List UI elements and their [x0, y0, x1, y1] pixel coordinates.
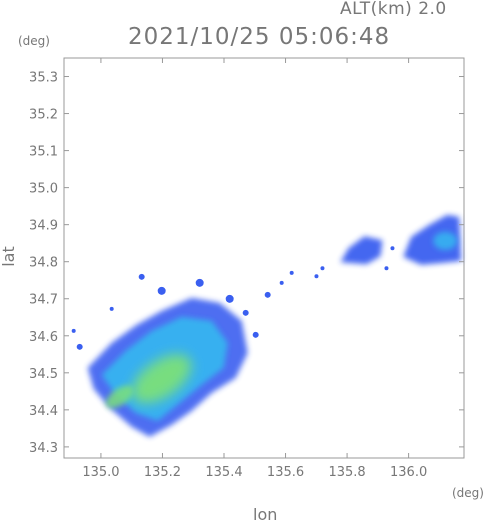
echo-southwest-core-tail: [105, 385, 134, 409]
y-tick-label: 34.7: [29, 293, 58, 308]
echo-speck: [384, 266, 389, 271]
y-tick-label: 35.2: [29, 108, 58, 123]
echo-central-outer: [340, 236, 383, 265]
x-axis-unit: (deg): [452, 486, 484, 500]
echo-speck: [225, 294, 234, 303]
y-tick-label: 35.0: [29, 182, 58, 197]
echo-speck: [71, 328, 76, 333]
echo-speck: [320, 266, 325, 271]
echo-speck: [76, 343, 83, 350]
echo-speck: [289, 270, 294, 275]
x-tick-label: 135.4: [205, 465, 242, 480]
x-tick-label: 135.0: [82, 465, 119, 480]
y-tick-label: 35.3: [29, 71, 58, 86]
echo-northeast-outer: [403, 214, 462, 265]
x-tick-label: 135.2: [144, 465, 181, 480]
echo-speck: [279, 280, 284, 285]
echo-speck: [157, 286, 166, 295]
x-tick-label: 136.0: [390, 465, 427, 480]
echo-speck: [138, 273, 145, 280]
echo-southwest-core: [131, 354, 192, 404]
datetime-title: 2021/10/25 05:06:48: [128, 24, 391, 50]
y-tick-label: 34.6: [29, 330, 58, 345]
y-tick-label: 34.5: [29, 367, 58, 382]
x-axis-label: lon: [253, 505, 278, 524]
y-tick-label: 34.9: [29, 219, 58, 234]
altitude-label: ALT(km) 2.0: [340, 0, 447, 19]
echo-speck: [390, 246, 395, 251]
echo-northeast-inner: [433, 231, 458, 250]
echo-speck: [109, 306, 114, 311]
echo-speck: [252, 331, 259, 338]
echo-speck: [264, 291, 271, 298]
echo-speck: [242, 309, 249, 316]
plot-frame: [63, 57, 465, 459]
axis-ticks: 135.0 135.2 135.4 135.6 135.8 136.0 34.3 34.4 34…: [29, 58, 464, 480]
x-tick-label: 135.8: [328, 465, 365, 480]
y-axis-unit: (deg): [18, 34, 50, 48]
echo-speck: [314, 274, 319, 279]
y-tick-label: 34.8: [29, 256, 58, 271]
y-tick-label: 35.1: [29, 145, 58, 160]
echo-layer: [71, 214, 462, 437]
y-tick-label: 34.3: [29, 441, 58, 456]
y-tick-label: 34.4: [29, 404, 58, 419]
echo-speck: [195, 278, 204, 287]
x-tick-label: 135.6: [267, 465, 304, 480]
